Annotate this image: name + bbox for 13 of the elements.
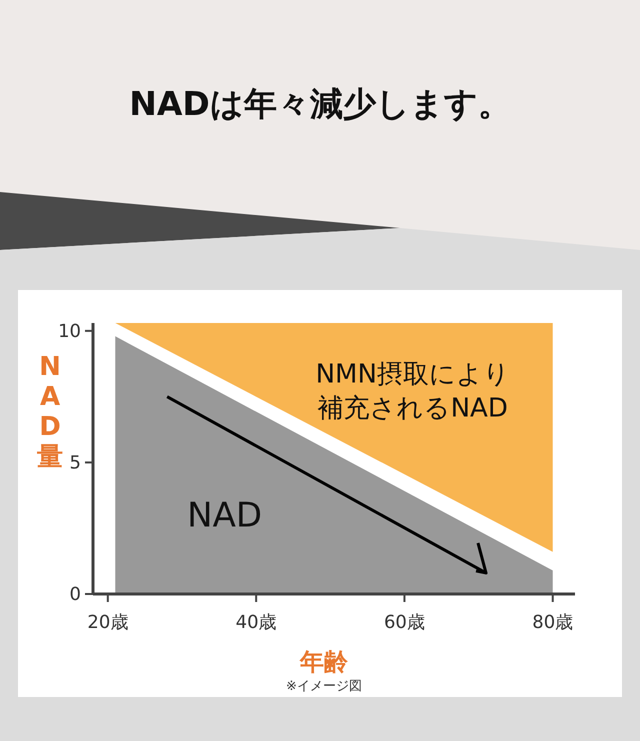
series-label: NAD — [187, 495, 262, 536]
y-axis-title: NAD量 — [36, 352, 63, 472]
x-axis-title: 年齢 — [299, 648, 349, 676]
chart-title: NADは年々減少します。 — [129, 84, 511, 123]
x-tick-label: 80歳 — [532, 612, 574, 633]
y-tick-label: 5 — [70, 452, 81, 474]
x-tick-label: 20歳 — [87, 612, 128, 633]
y-tick-label: 0 — [70, 584, 81, 605]
series-label: NMN摂取により補充されるNAD — [316, 360, 510, 424]
x-tick-label: 40歳 — [236, 612, 277, 633]
x-tick-label: 60歳 — [384, 612, 425, 633]
text: ※イメージ図 — [286, 679, 362, 694]
y-tick-label: 10 — [58, 320, 81, 342]
